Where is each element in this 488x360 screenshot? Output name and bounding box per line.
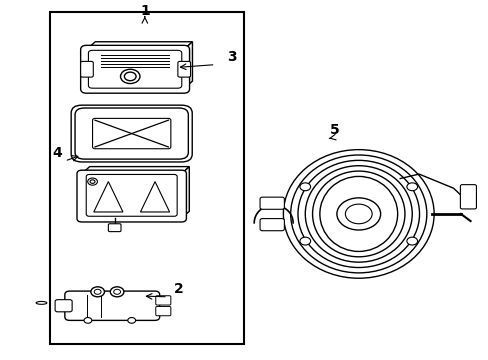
FancyBboxPatch shape [75,108,188,159]
Circle shape [110,287,123,297]
Ellipse shape [336,198,380,230]
FancyBboxPatch shape [71,105,192,162]
FancyBboxPatch shape [156,296,170,305]
FancyBboxPatch shape [55,300,72,312]
Circle shape [299,183,310,191]
FancyBboxPatch shape [65,291,159,320]
Polygon shape [81,167,189,174]
Circle shape [127,318,135,323]
Text: 1: 1 [140,4,149,18]
Circle shape [406,183,417,191]
Polygon shape [86,42,192,50]
Polygon shape [94,181,122,212]
Circle shape [124,72,136,81]
FancyBboxPatch shape [260,219,284,231]
FancyBboxPatch shape [178,62,190,77]
Circle shape [299,237,310,245]
Circle shape [90,180,95,183]
Text: 2: 2 [174,282,183,296]
FancyBboxPatch shape [81,45,189,93]
Ellipse shape [345,204,371,224]
Text: 3: 3 [227,50,237,64]
Circle shape [87,178,97,185]
Text: 5: 5 [329,123,339,137]
FancyBboxPatch shape [260,197,284,209]
Polygon shape [140,181,169,212]
Polygon shape [183,42,192,89]
Ellipse shape [283,150,433,278]
FancyBboxPatch shape [81,62,93,77]
Circle shape [84,318,92,323]
Circle shape [406,237,417,245]
FancyBboxPatch shape [77,170,186,222]
Ellipse shape [36,301,47,304]
FancyBboxPatch shape [86,175,177,216]
Circle shape [120,69,140,84]
FancyBboxPatch shape [88,50,182,88]
Circle shape [94,289,101,294]
FancyBboxPatch shape [156,306,170,316]
Bar [50,12,244,344]
Circle shape [114,289,120,294]
FancyBboxPatch shape [459,185,475,209]
FancyBboxPatch shape [108,224,121,231]
FancyBboxPatch shape [92,118,170,149]
Text: 4: 4 [52,146,62,160]
Polygon shape [181,167,189,219]
Circle shape [91,287,104,297]
